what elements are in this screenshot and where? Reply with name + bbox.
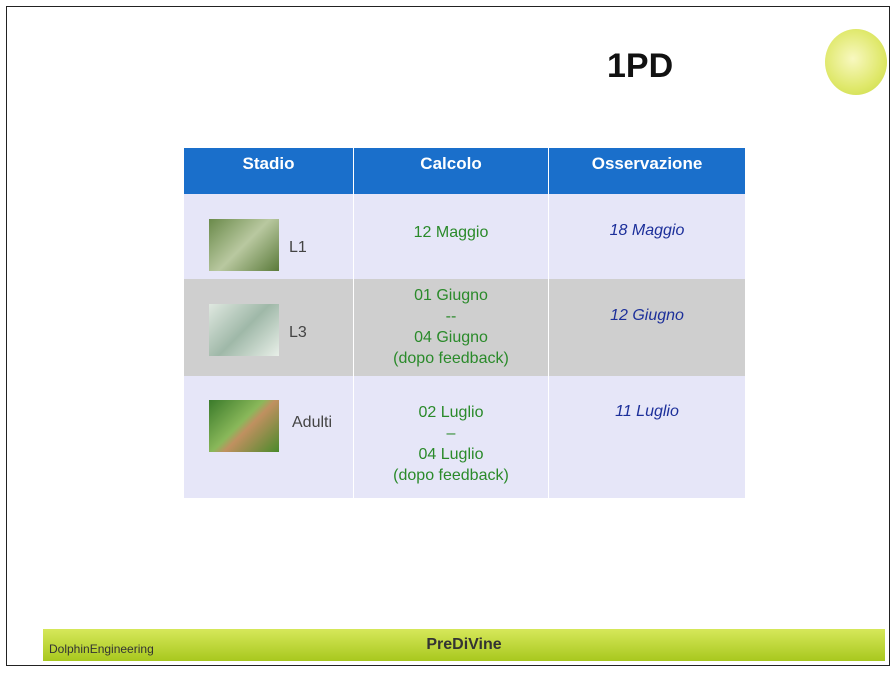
calcolo-cell: 02 Luglio – 04 Luglio (dopo feedback) xyxy=(354,376,549,498)
footer: DolphinEngineering PreDiVine xyxy=(43,629,885,661)
column-header: Calcolo xyxy=(354,148,549,194)
column-header: Osservazione xyxy=(549,148,746,194)
calcolo-cell: 12 Maggio xyxy=(354,194,549,279)
stage-label: Adulti xyxy=(292,414,333,431)
stage-label: L3 xyxy=(289,324,307,341)
stage-cell: L1 xyxy=(184,194,354,279)
stage-image xyxy=(209,219,279,271)
stage-label: L1 xyxy=(289,239,307,256)
osservazione-cell: 18 Maggio xyxy=(549,194,746,279)
calcolo-line: 12 Maggio xyxy=(413,224,489,241)
osservazione-cell: 12 Giugno xyxy=(549,279,746,376)
calcolo-line: (dopo feedback) xyxy=(393,350,509,367)
slide: 1PD Stadio Calcolo Osservazione L1 12 Maggio… xyxy=(6,6,890,666)
column-header: Stadio xyxy=(184,148,354,194)
calcolo-line: -- xyxy=(445,308,457,325)
stage-image xyxy=(209,400,279,452)
calcolo-line: 04 Giugno xyxy=(414,329,488,346)
table-row: L3 01 Giugno -- 04 Giugno (dopo feedback) 12 … xyxy=(184,279,746,376)
stage-cell: Adulti xyxy=(184,376,354,498)
product: PreDiVine xyxy=(426,636,502,653)
stage-cell: L3 xyxy=(184,279,354,376)
logo xyxy=(825,29,887,95)
stage-image xyxy=(209,304,279,356)
osservazione-cell: 11 Luglio xyxy=(549,376,746,498)
calcolo-line: (dopo feedback) xyxy=(393,467,509,484)
calcolo-cell: 01 Giugno -- 04 Giugno (dopo feedback) xyxy=(354,279,549,376)
calcolo-line: 02 Luglio xyxy=(418,404,484,421)
slide-title: 1PD xyxy=(607,47,674,85)
table-row: Adulti 02 Luglio – 04 Luglio (dopo feedback)… xyxy=(184,376,746,498)
table-row: L1 12 Maggio 18 Maggio xyxy=(184,194,746,279)
calcolo-line: – xyxy=(446,425,456,442)
calcolo-line: 01 Giugno xyxy=(414,287,488,304)
calcolo-line: 04 Luglio xyxy=(418,446,484,463)
company: DolphinEngineering xyxy=(49,642,154,656)
